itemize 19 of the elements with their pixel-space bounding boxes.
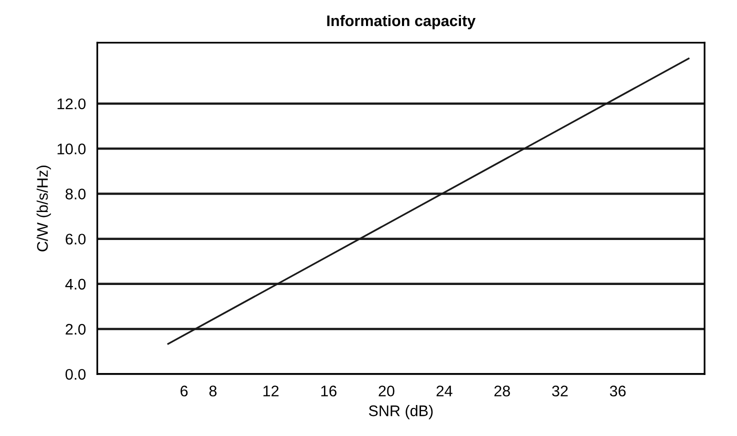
y-tick-label: 12.0 — [58, 98, 86, 110]
x-tick-label: 6 — [180, 386, 188, 396]
y-tick-label: 10.0 — [58, 144, 86, 154]
y-tick-label: 8.0 — [66, 188, 86, 200]
x-tick-label: 12 — [263, 386, 279, 396]
x-tick-label: 24 — [436, 386, 452, 396]
x-tick-label: 32 — [552, 386, 568, 396]
x-tick-label: 36 — [610, 386, 626, 396]
x-axis-title: SNR (dB) — [368, 404, 433, 420]
y-tick-label: 0.0 — [66, 368, 86, 380]
x-tick-label: 16 — [321, 386, 336, 396]
y-tick-label: 6.0 — [66, 234, 86, 245]
x-tick-label: 20 — [378, 386, 394, 396]
x-tick-label: 8 — [209, 386, 217, 396]
x-tick-label: 28 — [494, 386, 510, 396]
chart-title: Information capacity — [327, 14, 476, 30]
y-axis-title: C/W (b/s/Hz) — [36, 166, 51, 252]
y-tick-label: 2.0 — [66, 324, 86, 335]
y-tick-label: 4.0 — [65, 278, 86, 290]
